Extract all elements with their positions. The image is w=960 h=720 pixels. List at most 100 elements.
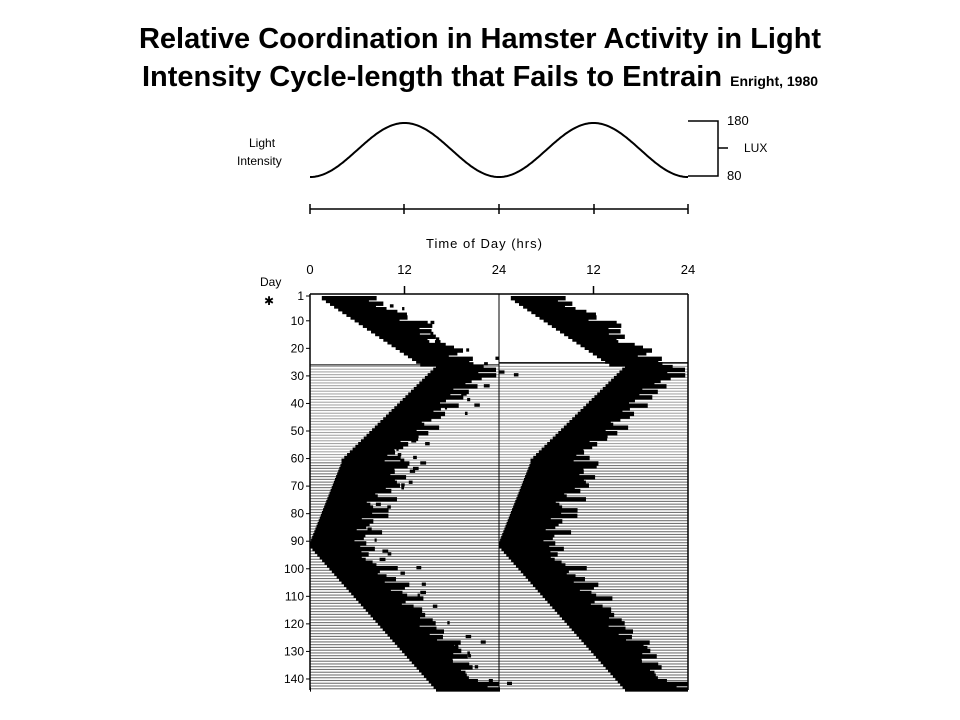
activity-bout: [498, 370, 505, 374]
activity-bout: [391, 342, 446, 348]
activity-bout: [314, 530, 383, 535]
activity-bout: [547, 442, 598, 447]
activity-bout: [420, 590, 426, 595]
activity-bout: [404, 651, 454, 656]
activity-bout: [377, 621, 436, 626]
activity-bout: [310, 543, 361, 549]
activity-bout: [523, 304, 565, 309]
activity-bout: [586, 403, 648, 408]
activity-bout: [397, 453, 402, 457]
actogram-x-tick-labels: 0 12 24 12 24: [306, 262, 695, 277]
activity-bout: [397, 643, 455, 648]
activity-bout: [512, 508, 578, 513]
activity-bout: [377, 422, 425, 428]
actogram-xlabel: Time of Day (hrs): [426, 236, 543, 251]
activity-bout: [380, 419, 422, 425]
citation: Enright, 1980: [730, 73, 819, 89]
activity-bout: [412, 356, 473, 362]
activity-bout: [564, 618, 622, 623]
activity-bout: [432, 604, 438, 608]
activity-bout: [436, 364, 484, 370]
activity-bout: [594, 395, 653, 400]
activity-bout: [334, 304, 376, 309]
activity-bout: [323, 508, 389, 513]
y-tick-label: 90: [291, 534, 305, 548]
activity-bout: [572, 337, 617, 342]
activity-bout: [520, 486, 575, 491]
activity-bout: [410, 389, 469, 395]
activity-bout: [465, 634, 472, 639]
activity-bout: [619, 370, 668, 375]
y-tick-label: 60: [291, 452, 305, 466]
activity-bout: [526, 472, 580, 477]
activity-bout: [387, 552, 392, 556]
activity-bout: [499, 543, 550, 549]
activity-bout: [611, 378, 661, 384]
lux-max-label: 180: [727, 113, 749, 128]
activity-bout: [588, 400, 630, 406]
activity-bout: [399, 348, 464, 353]
activity-bout: [391, 408, 434, 414]
activity-bout: [422, 378, 472, 384]
activity-bout: [535, 312, 596, 317]
y-tick-label: 130: [284, 644, 304, 658]
activity-bout: [521, 483, 589, 488]
activity-bout: [513, 373, 519, 377]
activity-bout: [528, 466, 584, 472]
activity-bout: [558, 431, 618, 436]
day-axis-label: Day: [260, 275, 281, 289]
activity-bout: [488, 678, 493, 683]
activity-bout: [602, 386, 643, 392]
activity-bout: [341, 458, 385, 463]
activity-bout: [480, 640, 486, 644]
activity-bout: [348, 588, 391, 593]
activity-bout: [373, 615, 421, 621]
activity-bout: [612, 673, 656, 678]
activity-bout: [363, 604, 414, 609]
activity-bout: [513, 560, 562, 565]
activity-bout: [435, 337, 440, 341]
y-tick-label: 70: [291, 479, 305, 493]
activity-bout: [516, 497, 586, 502]
activity-bout: [365, 607, 423, 612]
activity-bout: [328, 494, 378, 499]
activity-bout: [615, 676, 658, 681]
activity-bout: [379, 334, 436, 339]
activity-bout: [338, 307, 387, 312]
activity-bout: [358, 442, 409, 447]
activity-bout: [564, 331, 609, 337]
activity-bout: [555, 433, 608, 439]
activity-bout: [341, 579, 385, 585]
activity-bout: [569, 419, 611, 425]
activity-bout: [578, 634, 632, 640]
activity-bout: [536, 453, 577, 458]
activity-bout: [408, 392, 451, 397]
lux-scale-bracket: [688, 120, 728, 177]
activity-bout: [430, 370, 479, 375]
activity-bout: [362, 323, 433, 328]
activity-bout: [484, 362, 488, 366]
activity-bout: [539, 315, 597, 320]
y-tick-label: 40: [291, 396, 305, 410]
activity-bout: [622, 367, 686, 373]
activity-bout: [547, 320, 617, 326]
activity-bout: [549, 439, 590, 444]
activity-bout: [370, 612, 426, 618]
activity-bout: [495, 356, 499, 360]
activity-bout: [379, 557, 386, 562]
activity-bout: [416, 359, 470, 364]
activity-bout: [329, 491, 376, 497]
activity-bout: [343, 582, 410, 587]
activity-bout: [347, 453, 388, 458]
activity-bout: [421, 670, 466, 676]
activity-bout: [514, 502, 560, 508]
actogram-frame: [309, 286, 689, 690]
activity-bout: [580, 342, 635, 348]
activity-bout: [580, 408, 623, 414]
activity-bout: [520, 568, 569, 574]
activity-bout: [531, 309, 587, 315]
activity-bout: [583, 406, 630, 411]
activity-bout: [395, 345, 455, 351]
activity-bout: [519, 488, 581, 494]
activity-bout: [433, 367, 497, 373]
